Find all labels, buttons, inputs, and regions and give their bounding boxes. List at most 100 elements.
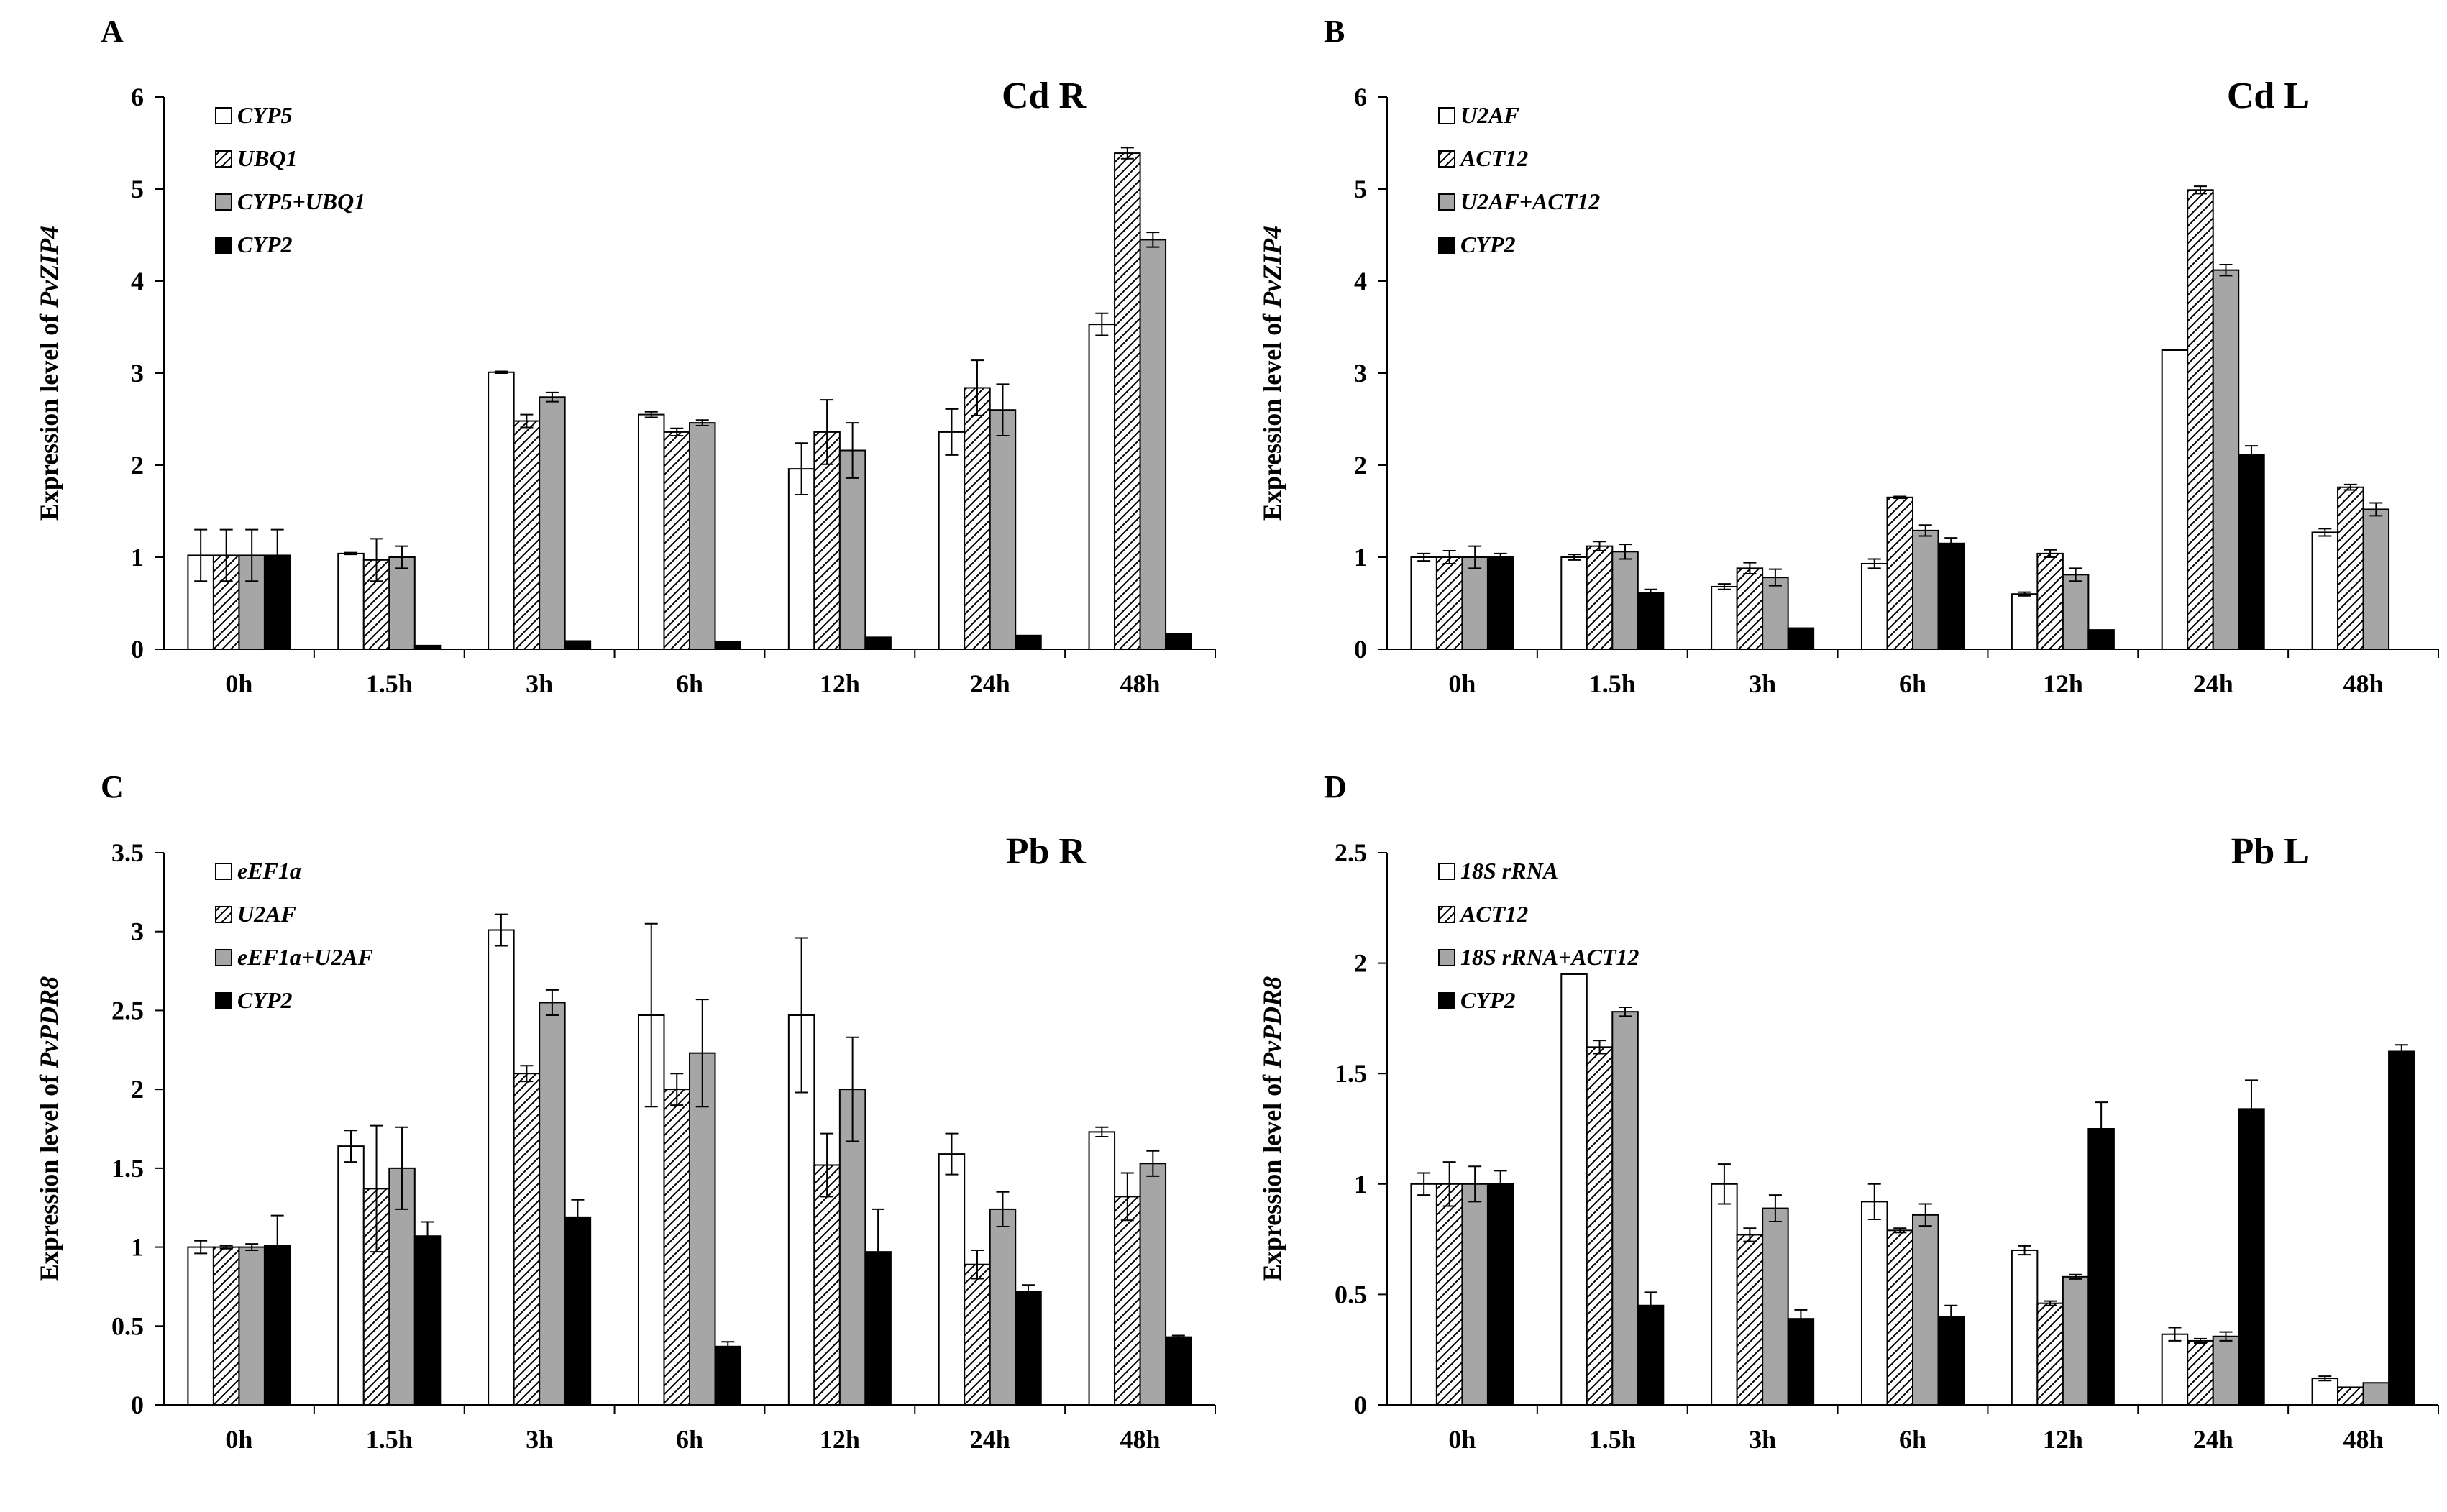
bar-eef1a-u2af-6h [689, 1052, 716, 1406]
bar-u2af-24h [2161, 349, 2189, 650]
y-tick-label: 1 [131, 543, 144, 572]
bar-cyp2-3h [564, 1216, 592, 1406]
bar-cyp2-6h [714, 1345, 742, 1406]
error-bar-ubq1-3h [520, 413, 534, 429]
bar-eef1a-3h [488, 929, 515, 1406]
y-tick-label: 0.5 [111, 1311, 144, 1340]
bar-18s-rrna-48h [2311, 1378, 2339, 1406]
panel-letter: C [101, 769, 124, 805]
y-axis-label: Expression level of PvPDR8 [35, 976, 63, 1281]
error-bar-u2af-act12-48h [2369, 502, 2383, 517]
legend: CYP5 UBQ1 CYP5+UBQ1 CYP2 [215, 102, 365, 257]
bar-act12-12h [2036, 1302, 2064, 1406]
bar-cyp2-3h [564, 640, 592, 650]
error-bar-u2af-6h [1867, 558, 1881, 569]
bar-cyp5-ubq1-1-5h [388, 556, 416, 650]
y-tick-label: 5 [1354, 175, 1367, 203]
legend-label: U2AF [1460, 102, 1519, 128]
legend-label: CYP2 [1460, 232, 1515, 257]
bar-act12-3h [1736, 567, 1764, 650]
error-bar-u2af-12h [2018, 591, 2031, 597]
bar-cyp5-ubq1-12h [838, 449, 866, 651]
bar-u2af-act12-1-5h [1611, 551, 1639, 650]
y-tick-label: 1 [131, 1233, 144, 1262]
error-bar-act12-12h [2044, 1300, 2057, 1306]
bar-chart-svg: B Cd L Expression level of PvZIP4 0 1 2 3 4 5 6 0h… [1258, 14, 2439, 698]
y-tick-label: 2.5 [111, 996, 144, 1025]
legend-swatch [1438, 107, 1455, 124]
error-bar-cyp5-6h [644, 411, 658, 418]
bar-cyp5-3h [488, 371, 515, 650]
bar-eef1a-u2af-3h [539, 1002, 566, 1406]
legend-label: ACT12 [1459, 901, 1528, 927]
bar-18s-rrna-act12-48h [2362, 1382, 2390, 1406]
bar-u2af-48h [2311, 531, 2339, 650]
error-bar-eef1a-u2af-6h [695, 999, 709, 1108]
bar-cyp2-48h [1165, 1336, 1192, 1406]
x-tick-label: 6h [1899, 669, 1926, 698]
x-tick-label: 0h [1448, 669, 1476, 698]
chart-title: Pb L [2231, 831, 2309, 872]
chart-title: Cd R [1002, 75, 1087, 116]
y-tick-label: 1 [1354, 543, 1367, 572]
error-bar-act12-1-5h [1593, 1040, 1606, 1055]
y-axis-label: Expression level of PvPDR8 [1258, 976, 1286, 1281]
bar-eef1a-u2af-0h [238, 1246, 265, 1406]
bar-18s-rrna-6h [1860, 1201, 1888, 1406]
error-bar-u2af-act12-6h [1918, 524, 1932, 537]
error-bar-eef1a-1-5h [344, 1130, 358, 1163]
bar-act12-12h [2036, 552, 2064, 650]
error-bar-act12-6h [1893, 495, 1907, 500]
bar-chart-svg: C Pb R Expression level of PvPDR8 0 0.5 1 1.5 2… [35, 769, 1216, 1454]
x-tick-label: 3h [1749, 669, 1776, 698]
legend-swatch [1438, 193, 1455, 211]
bar-act12-48h [2337, 1386, 2364, 1406]
legend-swatch [215, 906, 232, 923]
bar-act12-1-5h [1586, 545, 1614, 651]
error-bar-eef1a-48h [1095, 1126, 1109, 1137]
x-tick-label: 24h [970, 1425, 1010, 1454]
y-tick-label: 0 [131, 1390, 144, 1419]
y-tick-label: 3 [131, 917, 144, 946]
error-bar-eef1a-0h [194, 1240, 208, 1255]
chart-panel-c: C Pb R Expression level of PvPDR8 0 0.5 1 1.5 2… [0, 756, 1223, 1511]
bar-eef1a-0h [187, 1246, 214, 1406]
bar-cyp2-6h [1937, 542, 1965, 650]
legend-label: CYP2 [237, 232, 292, 257]
bar-cyp5-1-5h [337, 552, 365, 650]
x-tick-label: 48h [1120, 1425, 1161, 1454]
x-tick-label: 3h [526, 669, 553, 698]
bar-cyp2-1-5h [413, 644, 442, 651]
error-bar-cyp2-6h [1944, 537, 1958, 550]
error-bar-act12-0h [1442, 550, 1456, 564]
error-bar-act12-6h [1893, 1227, 1907, 1234]
bar-u2af-act12-6h [1912, 529, 1939, 650]
error-bar-cyp2-3h [571, 1199, 585, 1236]
error-bar-cyp2-24h [1021, 1284, 1035, 1298]
y-tick-label: 3 [131, 359, 144, 388]
bar-18s-rrna-1-5h [1560, 973, 1588, 1406]
bar-cyp2-48h [2388, 1050, 2415, 1406]
error-bar-act12-24h [2193, 185, 2207, 195]
y-axis-label: Expression level of PvZIP4 [35, 226, 63, 521]
bar-eef1a-48h [1088, 1131, 1116, 1406]
x-tick-label: 24h [2193, 669, 2233, 698]
error-bar-act12-3h [1743, 1227, 1757, 1242]
error-bar-18s-rrna-0h [1417, 1172, 1431, 1196]
y-tick-label: 4 [131, 267, 144, 295]
bar-cyp2-12h [864, 636, 892, 650]
legend-label: eEF1a [237, 858, 301, 884]
x-tick-label: 6h [676, 669, 703, 698]
error-bar-18s-rrna-12h [2018, 1245, 2031, 1256]
bar-act12-1-5h [1586, 1046, 1614, 1406]
x-tick-label: 1.5h [366, 669, 413, 698]
bar-u2af-12h [813, 1164, 841, 1406]
legend-swatch [1438, 237, 1455, 254]
y-tick-label: 3.5 [111, 838, 144, 867]
error-bar-18s-rrna-act12-12h [2069, 1273, 2082, 1280]
error-bar-cyp2-1-5h [1644, 588, 1657, 598]
error-bar-u2af-3h [520, 1065, 534, 1083]
legend-swatch [1438, 992, 1455, 1009]
bar-ubq1-6h [663, 431, 690, 650]
error-bar-cyp5-1-5h [344, 551, 358, 556]
